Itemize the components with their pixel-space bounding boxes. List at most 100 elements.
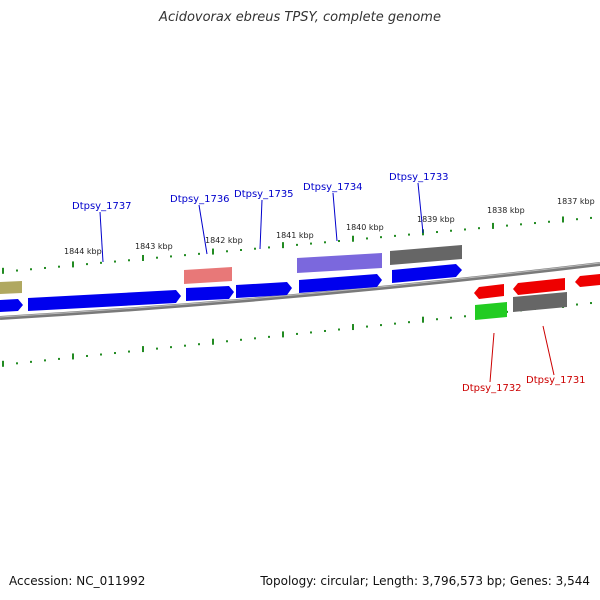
minor-tick bbox=[254, 337, 256, 340]
minor-tick bbox=[310, 331, 312, 334]
minor-tick bbox=[86, 263, 88, 266]
minor-tick bbox=[366, 237, 368, 240]
minor-tick bbox=[408, 233, 410, 236]
tick-label-1839: 1839 kbp bbox=[417, 215, 455, 224]
tick-label-1843: 1843 kbp bbox=[135, 242, 173, 251]
minor-tick bbox=[296, 243, 298, 246]
feature-green bbox=[475, 302, 507, 320]
minor-tick bbox=[380, 324, 382, 327]
leader-line-1732 bbox=[489, 332, 495, 383]
major-tick bbox=[142, 346, 144, 353]
leader-line-1737 bbox=[99, 211, 104, 263]
minor-tick bbox=[100, 353, 102, 356]
minor-tick bbox=[464, 228, 466, 231]
minor-tick bbox=[128, 259, 130, 262]
genome-backbone bbox=[0, 262, 600, 320]
gene-arrow-reverse bbox=[474, 284, 504, 299]
gene-arrow-forward bbox=[299, 274, 382, 293]
minor-tick bbox=[506, 224, 508, 227]
minor-tick bbox=[520, 223, 522, 226]
minor-tick bbox=[450, 229, 452, 232]
gene-label-1736: Dtpsy_1736 bbox=[170, 194, 230, 205]
feature-gray-bottom bbox=[513, 292, 567, 312]
minor-tick bbox=[324, 241, 326, 244]
gene-arrow-reverse bbox=[513, 278, 565, 295]
minor-tick bbox=[58, 265, 60, 268]
tick-label-1844: 1844 kbp bbox=[64, 247, 102, 256]
minor-tick bbox=[240, 249, 242, 251]
major-tick bbox=[212, 248, 214, 255]
minor-tick bbox=[198, 343, 200, 346]
minor-tick bbox=[226, 340, 228, 343]
major-tick bbox=[72, 261, 74, 268]
gene-arrow-forward bbox=[28, 290, 181, 311]
gene-label-1737: Dtpsy_1737 bbox=[72, 201, 132, 212]
tick-label-1840: 1840 kbp bbox=[346, 223, 384, 232]
leader-line-1731 bbox=[542, 325, 555, 376]
minor-tick bbox=[478, 227, 480, 230]
minor-tick bbox=[16, 269, 18, 272]
major-tick bbox=[492, 222, 494, 229]
minor-tick bbox=[296, 332, 298, 335]
minor-tick bbox=[184, 254, 186, 257]
leader-line-1736 bbox=[198, 204, 208, 255]
minor-tick bbox=[338, 240, 340, 243]
feature-gray-top bbox=[390, 245, 462, 265]
major-tick bbox=[2, 360, 4, 367]
minor-tick bbox=[576, 218, 578, 221]
gene-label-1734: Dtpsy_1734 bbox=[303, 182, 363, 193]
minor-tick bbox=[44, 359, 46, 362]
gene-label-1733: Dtpsy_1733 bbox=[389, 172, 449, 183]
feature-salmon bbox=[184, 267, 232, 284]
tick-label-1841: 1841 kbp bbox=[276, 231, 314, 240]
major-tick bbox=[352, 324, 354, 331]
gene-arrow-forward bbox=[236, 282, 292, 298]
major-tick bbox=[212, 338, 214, 345]
minor-tick bbox=[156, 256, 158, 259]
minor-tick bbox=[240, 338, 242, 341]
minor-tick bbox=[44, 266, 46, 269]
minor-tick bbox=[170, 255, 172, 258]
minor-tick bbox=[156, 347, 158, 350]
minor-tick bbox=[534, 222, 536, 225]
minor-tick bbox=[450, 316, 452, 319]
minor-tick bbox=[268, 335, 270, 338]
minor-tick bbox=[114, 260, 116, 263]
minor-tick bbox=[198, 252, 200, 255]
major-tick bbox=[352, 235, 354, 242]
gene-label-1732: Dtpsy_1732 bbox=[462, 383, 522, 394]
gene-label-1731: Dtpsy_1731 bbox=[526, 375, 586, 386]
gene-arrow-reverse bbox=[575, 274, 600, 287]
minor-tick bbox=[380, 236, 382, 239]
minor-tick bbox=[436, 318, 438, 321]
genome-backbone-highlight bbox=[0, 262, 600, 318]
minor-tick bbox=[16, 362, 18, 365]
minor-tick bbox=[394, 322, 396, 325]
major-tick bbox=[422, 316, 424, 323]
minor-tick bbox=[184, 344, 186, 347]
gene-arrow-forward bbox=[186, 286, 234, 301]
tick-label-1842: 1842 kbp bbox=[205, 236, 243, 245]
minor-tick bbox=[254, 247, 256, 250]
minor-tick bbox=[226, 250, 228, 253]
accession-text: Accession: NC_011992 bbox=[9, 574, 146, 588]
gene-arrow-forward bbox=[0, 299, 23, 312]
leader-line-1735 bbox=[259, 199, 263, 250]
tick-label-1838: 1838 kbp bbox=[487, 206, 525, 215]
tick-label-1837: 1837 kbp bbox=[557, 197, 595, 206]
minor-tick bbox=[170, 346, 172, 349]
minor-tick bbox=[268, 246, 270, 249]
minor-tick bbox=[394, 234, 396, 237]
minor-tick bbox=[576, 303, 578, 306]
minor-tick bbox=[590, 302, 592, 305]
major-tick bbox=[142, 254, 144, 261]
genome-summary-text: Topology: circular; Length: 3,796,573 bp… bbox=[260, 574, 590, 588]
minor-tick bbox=[366, 325, 368, 328]
minor-tick bbox=[100, 261, 102, 264]
gene-label-1735: Dtpsy_1735 bbox=[234, 189, 294, 200]
minor-tick bbox=[338, 328, 340, 331]
major-tick bbox=[72, 353, 74, 360]
major-tick bbox=[282, 242, 284, 249]
minor-tick bbox=[464, 315, 466, 318]
